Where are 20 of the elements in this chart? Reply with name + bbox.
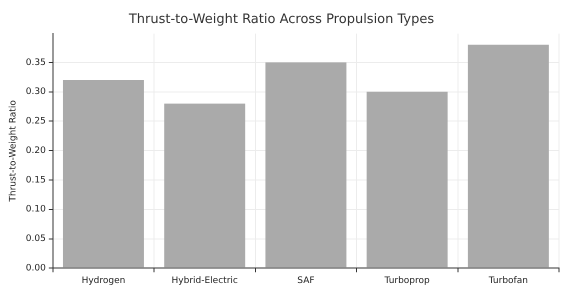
y-tick-label: 0.30	[26, 87, 46, 98]
y-tick-label: 0.00	[26, 264, 46, 274]
bar	[366, 92, 448, 268]
x-tick-label: Hydrogen	[82, 276, 126, 286]
bar	[164, 104, 246, 268]
x-tick-label: Hybrid-Electric	[172, 276, 238, 286]
x-tick-label: Turbofan	[488, 276, 528, 286]
x-tick-label: SAF	[297, 276, 315, 286]
y-tick-label: 0.25	[26, 116, 46, 127]
y-tick-label: 0.15	[26, 175, 46, 186]
x-tick-label: Turboprop	[384, 276, 430, 286]
y-tick-label: 0.20	[26, 146, 46, 156]
bar	[468, 44, 549, 268]
bar	[265, 62, 346, 268]
y-tick-label: 0.10	[26, 204, 46, 215]
y-axis-title: Thrust-to-Weight Ratio	[8, 100, 19, 203]
bar	[62, 80, 144, 268]
y-tick-label: 0.05	[26, 234, 46, 244]
chart-title: Thrust-to-Weight Ratio Across Propulsion Types	[128, 12, 434, 28]
y-tick-label: 0.35	[26, 58, 46, 68]
